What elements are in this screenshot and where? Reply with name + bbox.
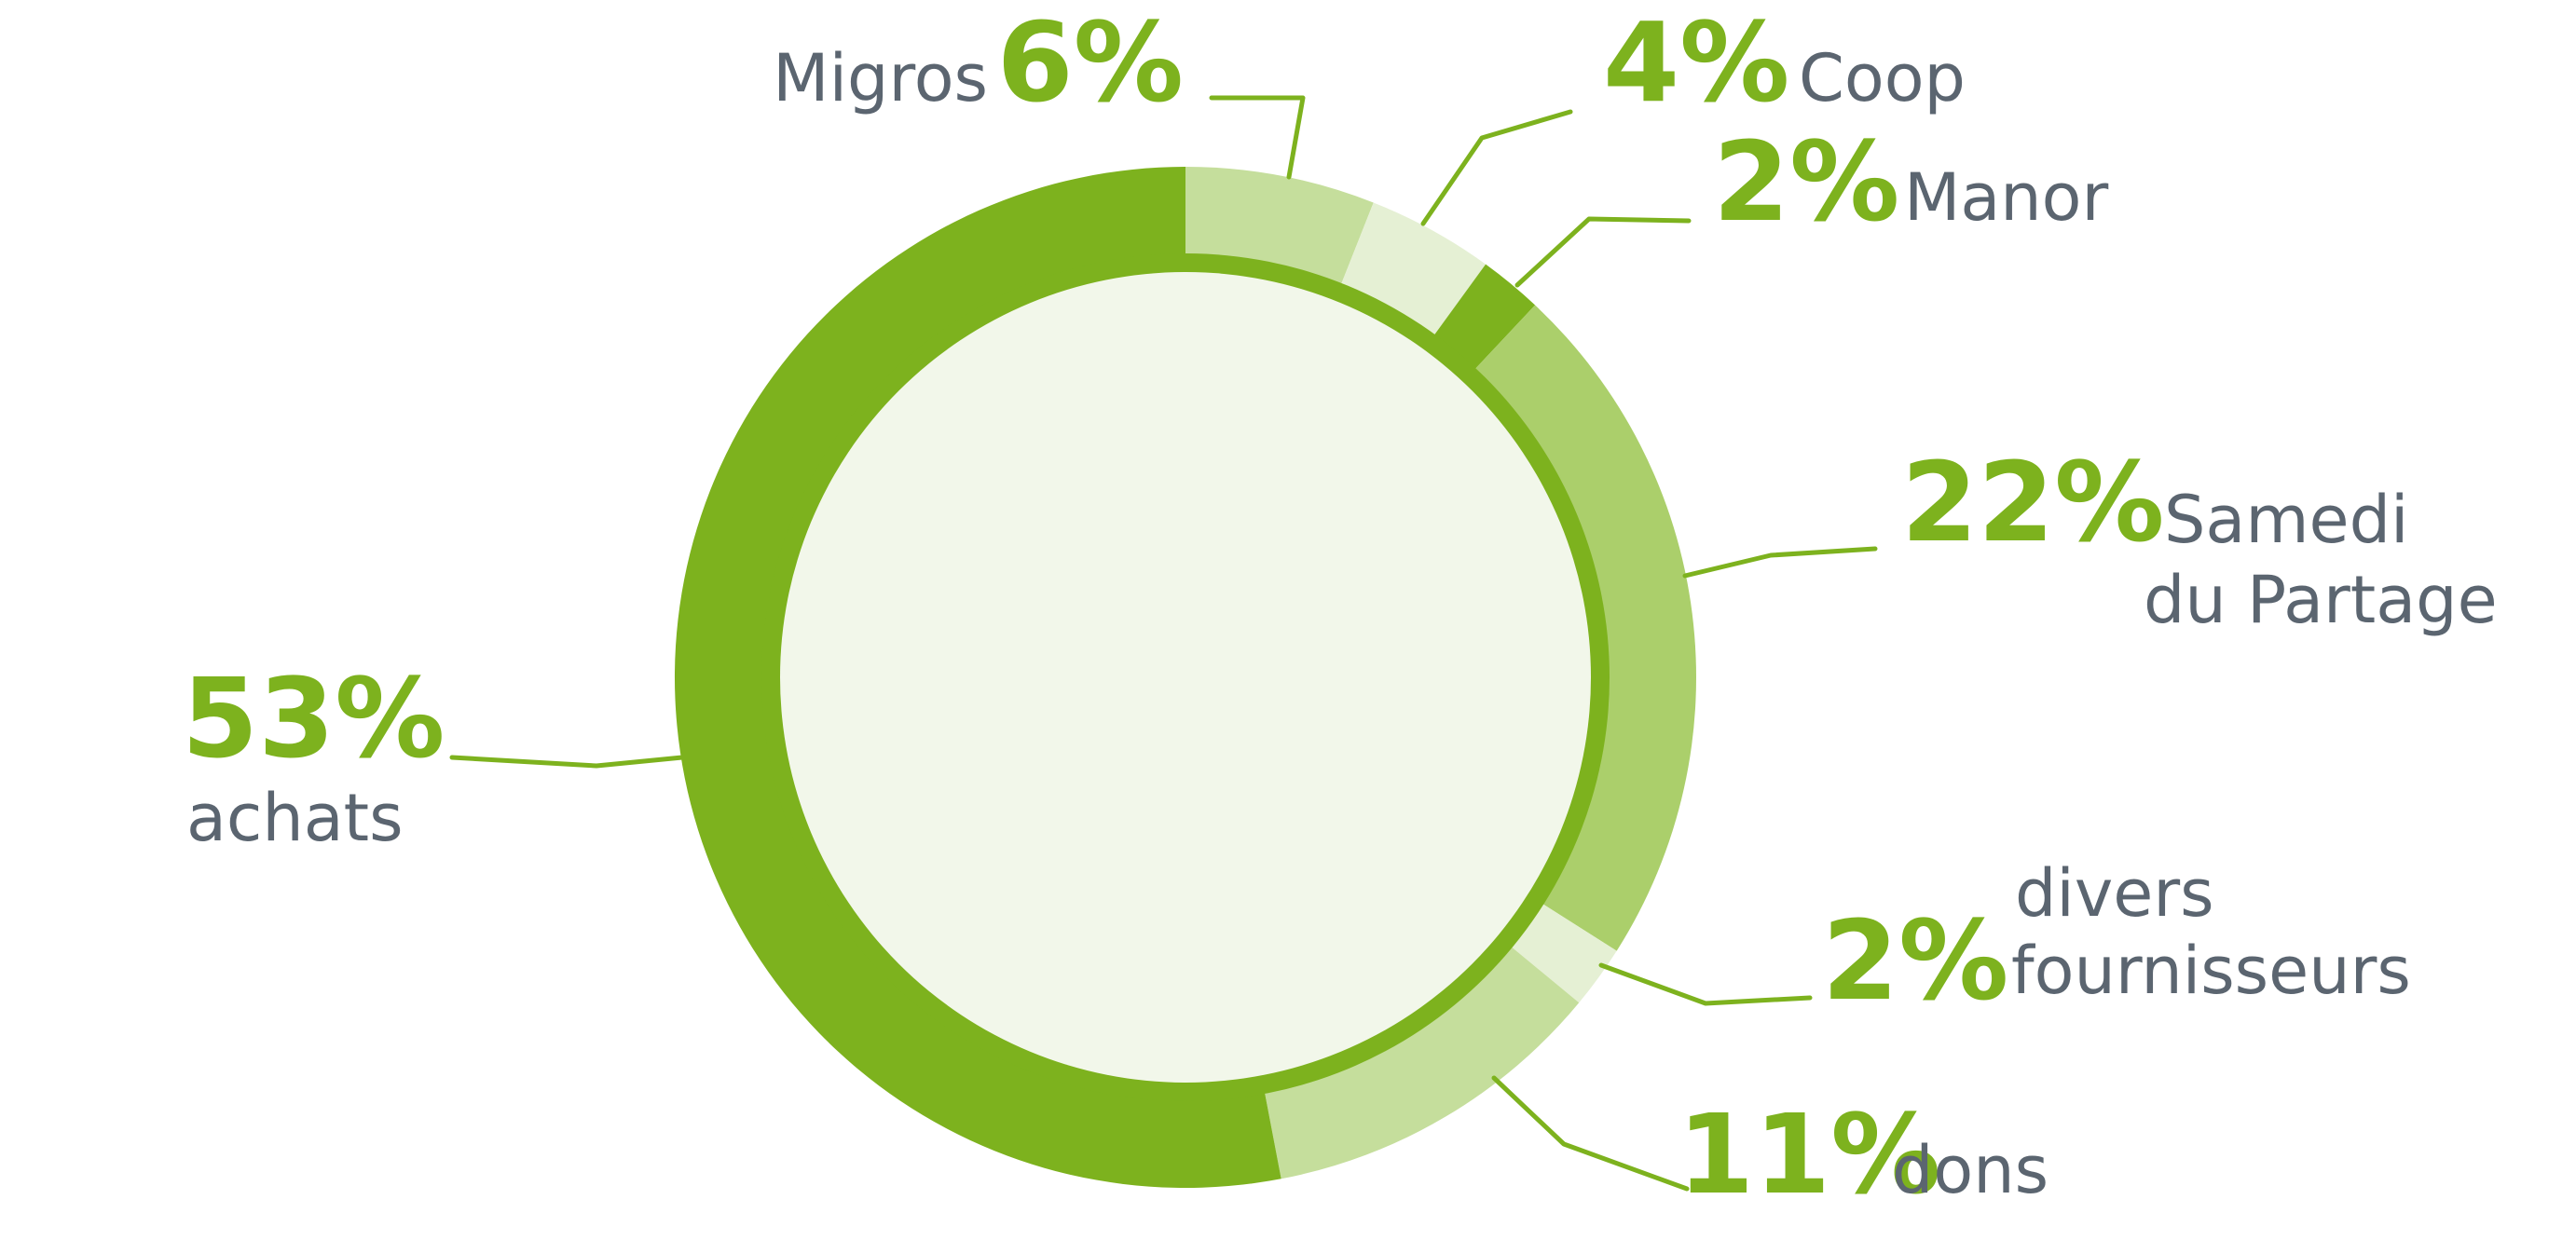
- pct-label-migros: 6%: [997, 0, 1184, 127]
- center-group: [761, 253, 1610, 1101]
- pct-label-achats: 53%: [182, 654, 445, 783]
- pct-label-samedi: 22%: [1901, 438, 2164, 566]
- name-label-samedi-line2: du Partage: [2144, 562, 2498, 638]
- pct-label-dons: 11%: [1678, 1090, 1940, 1219]
- name-label-samedi: Samedi: [2164, 482, 2408, 558]
- leader-line-divers: [1598, 962, 1813, 1006]
- name-label-divers-line2: fournisseurs: [2011, 933, 2411, 1009]
- leader-line-manor: [1514, 216, 1692, 288]
- name-label-divers: divers: [2015, 855, 2214, 932]
- name-label-coop: Coop: [1799, 40, 1966, 116]
- leader-line-samedi: [1682, 546, 1878, 579]
- pct-label-divers: 2%: [1822, 896, 2008, 1025]
- leader-line-dons: [1491, 1075, 1690, 1192]
- leader-line-achats: [449, 755, 685, 769]
- center-hole: [780, 272, 1591, 1083]
- leader-line-coop: [1420, 109, 1573, 226]
- leader-line-migros: [1209, 95, 1306, 180]
- leader-lines-group: [449, 95, 1878, 1192]
- name-label-dons: dons: [1892, 1132, 2048, 1208]
- name-label-migros: Migros: [773, 40, 988, 116]
- name-label-manor: Manor: [1904, 159, 2108, 236]
- pct-label-manor: 2%: [1713, 117, 1899, 246]
- pct-label-coop: 4%: [1603, 0, 1789, 127]
- name-label-achats: achats: [186, 780, 404, 856]
